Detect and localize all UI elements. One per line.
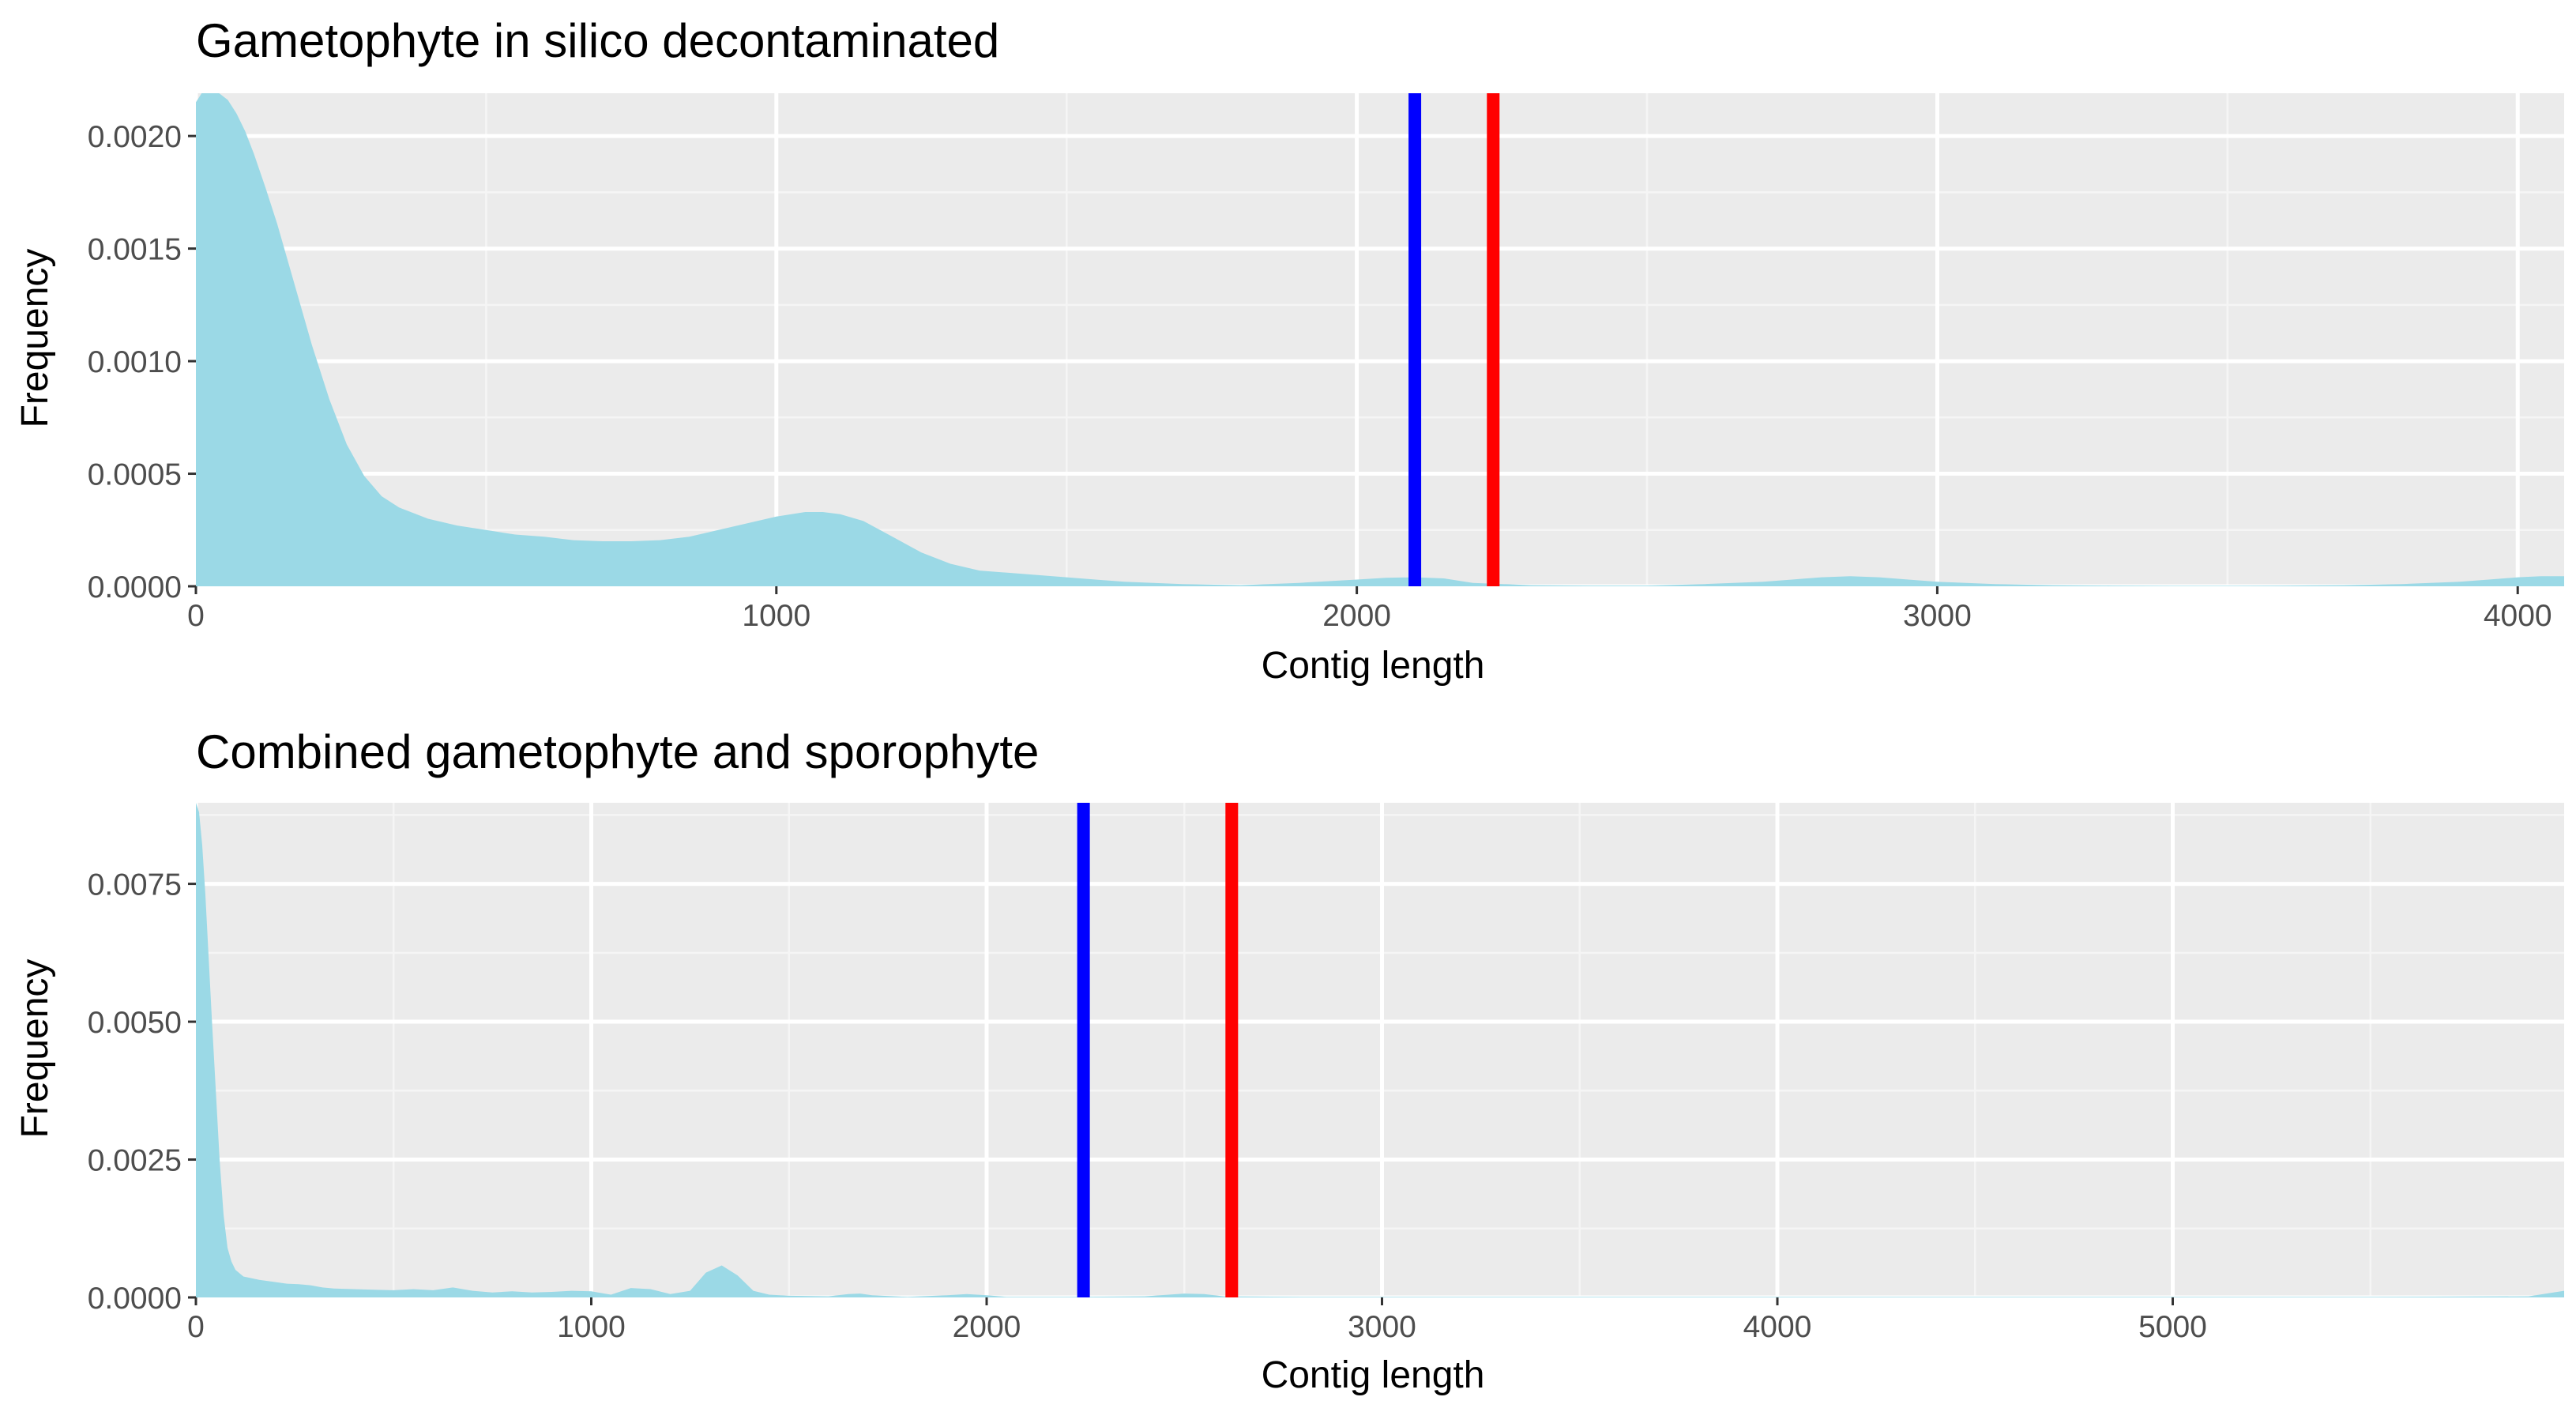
- plot-panel: [196, 803, 2564, 1297]
- x-tick-label: 4000: [2484, 599, 2552, 633]
- x-tick-label: 1000: [742, 599, 810, 633]
- y-axis-title: Frequency: [14, 959, 56, 1139]
- chart-combined-gametophyte-sporophyte: Combined gametophyte and sporophyte Cont…: [14, 725, 2564, 1396]
- y-tick-label: 0.0000: [88, 570, 182, 604]
- plot-panel: [196, 93, 2564, 586]
- x-tick-label: 0: [187, 599, 205, 633]
- chart-title: Combined gametophyte and sporophyte: [196, 725, 1039, 778]
- x-axis-title: Contig length: [1262, 1354, 1485, 1396]
- x-tick-label: 2000: [1322, 599, 1391, 633]
- x-tick-label: 5000: [2138, 1310, 2207, 1344]
- x-tick-label: 4000: [1743, 1310, 1812, 1344]
- density-area: [196, 93, 2564, 586]
- y-tick-label: 0.0075: [88, 868, 182, 902]
- x-tick-label: 3000: [1903, 599, 1972, 633]
- x-tick-label: 3000: [1348, 1310, 1416, 1344]
- y-tick-label: 0.0020: [88, 120, 182, 154]
- y-tick-label: 0.0000: [88, 1282, 182, 1316]
- chart-title: Gametophyte in silico decontaminated: [196, 14, 999, 67]
- y-tick-label: 0.0050: [88, 1006, 182, 1040]
- x-axis-title: Contig length: [1262, 645, 1485, 687]
- x-tick-label: 0: [187, 1310, 205, 1344]
- chart-gametophyte-decontaminated: Gametophyte in silico decontaminated Con…: [14, 14, 2564, 687]
- x-tick-label: 1000: [557, 1310, 626, 1344]
- y-tick-label: 0.0015: [88, 233, 182, 267]
- y-axis-title: Frequency: [14, 249, 56, 428]
- x-tick-label: 2000: [953, 1310, 1021, 1344]
- y-tick-label: 0.0010: [88, 345, 182, 379]
- y-tick-label: 0.0025: [88, 1144, 182, 1178]
- y-tick-label: 0.0005: [88, 458, 182, 492]
